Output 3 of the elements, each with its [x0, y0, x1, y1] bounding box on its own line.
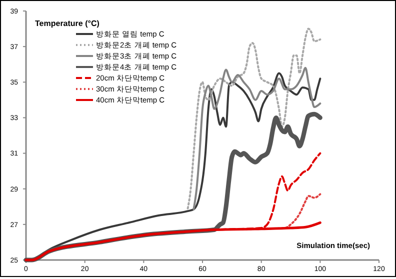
line-series: [192, 66, 322, 210]
y-axis-title: Temperature (°C): [35, 19, 100, 28]
line-series: [186, 28, 322, 210]
